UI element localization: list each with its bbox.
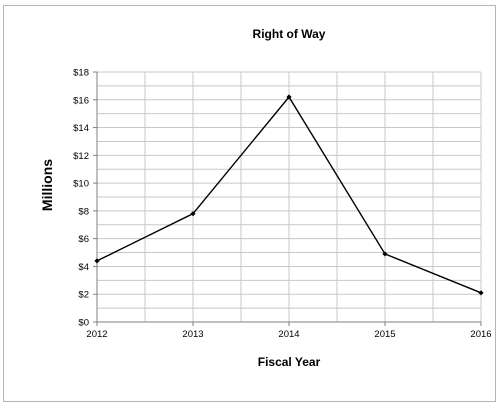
y-axis-title: Millions: [39, 159, 55, 211]
x-tick-label: 2014: [278, 329, 299, 340]
y-tick-label: $4: [78, 262, 89, 273]
axes: [93, 71, 482, 326]
y-tick-label: $10: [73, 179, 89, 190]
data-point-marker: [94, 258, 100, 264]
y-tick-label: $6: [78, 234, 89, 245]
y-tick-label: $0: [78, 318, 89, 329]
y-tick-label: $14: [73, 123, 89, 134]
y-tick-labels: $0 $2 $4 $6 $8 $10 $12 $14 $16 $18: [73, 68, 89, 329]
data-point-marker: [286, 94, 292, 100]
data-point-marker: [382, 251, 388, 257]
x-tick-labels: 2012 2013 2014 2015 2016: [86, 329, 491, 340]
y-tick-label: $18: [73, 68, 89, 79]
x-axis-title: Fiscal Year: [258, 355, 321, 369]
x-tick-label: 2012: [86, 329, 107, 340]
grid: [97, 71, 482, 322]
x-tick-label: 2013: [182, 329, 203, 340]
y-tick-label: $8: [78, 206, 89, 217]
series-group: [94, 94, 484, 296]
chart-frame: [3, 5, 496, 402]
y-tick-label: $12: [73, 151, 89, 162]
x-tick-label: 2015: [374, 329, 395, 340]
y-tick-label: $16: [73, 95, 89, 106]
data-point-marker: [190, 211, 196, 217]
chart-title: Right of Way: [253, 27, 326, 41]
y-tick-label: $2: [78, 290, 89, 301]
x-tick-label: 2016: [470, 329, 491, 340]
data-point-marker: [478, 290, 484, 296]
